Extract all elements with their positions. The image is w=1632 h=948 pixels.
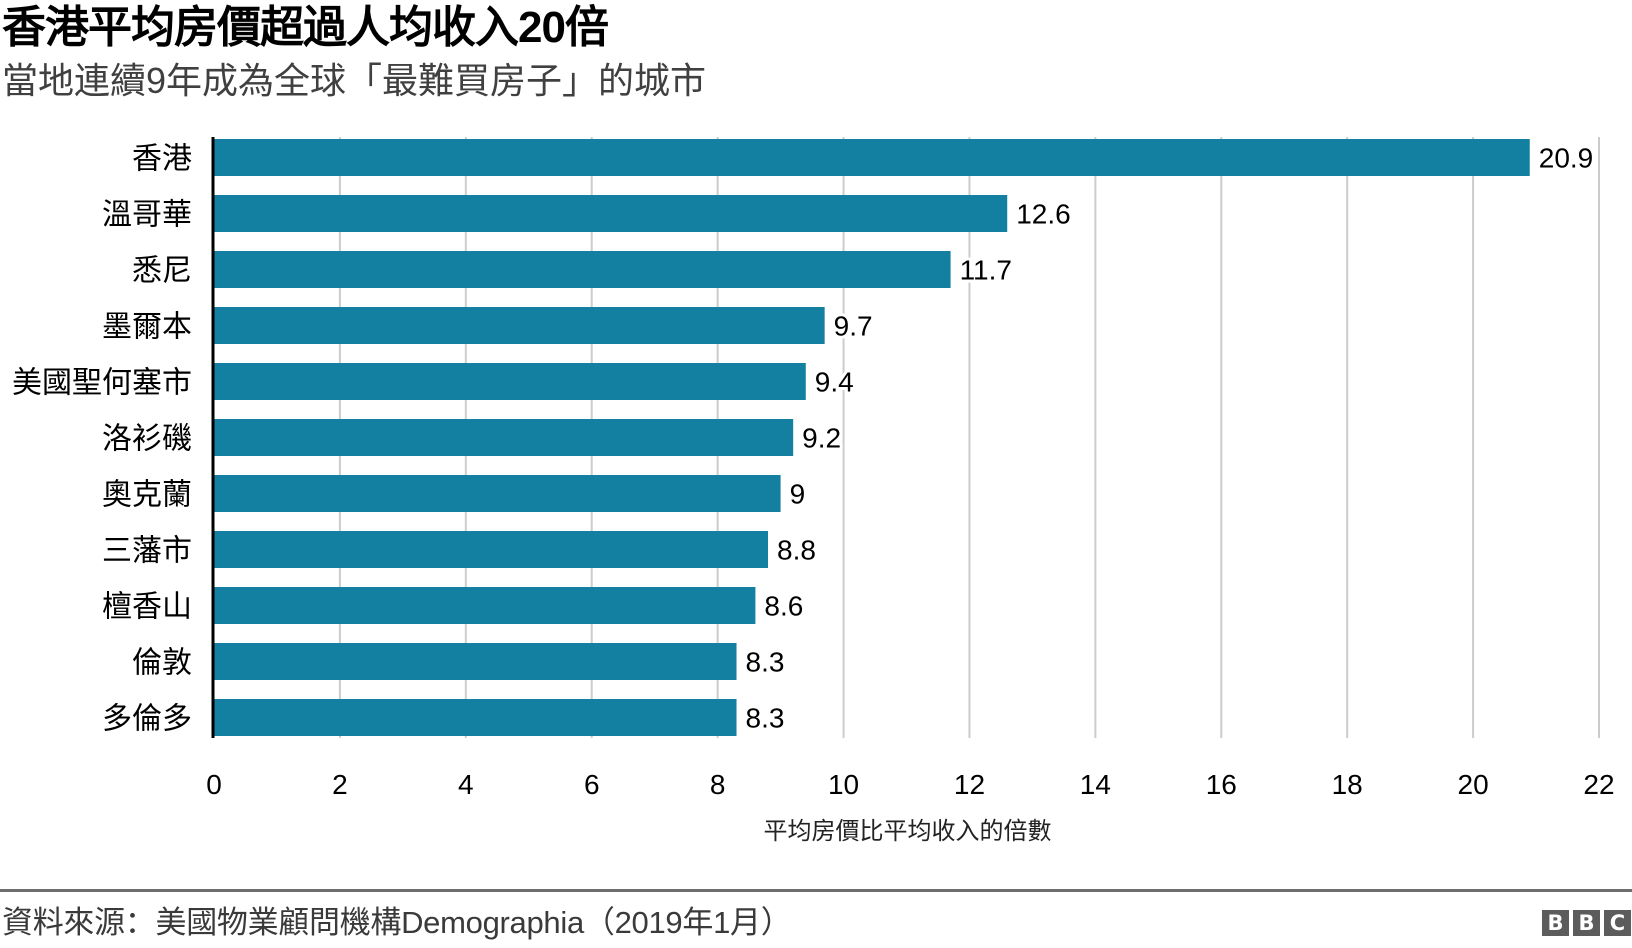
bbc-logo-block: C (1604, 910, 1631, 936)
category-label: 美國聖何塞市 (12, 367, 192, 400)
value-label: 11.7 (960, 255, 1012, 286)
category-label: 墨爾本 (102, 311, 192, 344)
value-label: 9.4 (815, 367, 854, 398)
value-label: 8.6 (764, 591, 803, 622)
x-tick-label: 2 (332, 769, 348, 800)
x-axis-title: 平均房價比平均收入的倍數 (764, 818, 1052, 845)
bbc-logo: B B C (1542, 910, 1631, 936)
category-label: 多倫多 (102, 703, 192, 736)
chart-subtitle: 當地連續9年成為全球「最難買房子」的城市 (2, 60, 707, 101)
category-label: 溫哥華 (102, 199, 192, 232)
value-label: 8.3 (746, 703, 785, 734)
bar (214, 699, 737, 736)
x-tick-label: 0 (206, 769, 222, 800)
bbc-logo-block: B (1573, 910, 1600, 936)
value-labels: 20.9 12.611.7 9.7 9.4 9.2 9 8.8 8.6 8.3 8.3 (743, 140, 1597, 737)
x-tick-label: 4 (458, 769, 474, 800)
x-tick-label: 18 (1332, 769, 1363, 800)
category-label: 悉尼 (132, 255, 192, 288)
bar (214, 419, 794, 456)
bar (214, 363, 806, 400)
x-tick-label: 20 (1458, 769, 1489, 800)
value-label: 9.2 (802, 423, 841, 454)
bars (214, 139, 1530, 736)
x-tick-label: 12 (954, 769, 985, 800)
category-label: 奧克蘭 (102, 479, 192, 512)
x-tick-labels: 0 2 4 6 8 10 12 14 16 18 20 22 (206, 769, 1614, 800)
x-tick-label: 22 (1583, 769, 1614, 800)
category-label: 檀香山 (102, 591, 192, 624)
x-tick-label: 8 (710, 769, 726, 800)
bar (214, 643, 737, 680)
source-note: 資料來源：美國物業顧問機構Demographia（2019年1月） (2, 905, 792, 940)
value-label: 9 (790, 479, 806, 510)
bar (214, 251, 951, 288)
category-label: 三藩市 (102, 535, 192, 568)
value-label: 8.8 (777, 535, 816, 566)
category-label: 香港 (132, 143, 192, 176)
gridlines (338, 137, 1600, 738)
bar (214, 531, 768, 568)
bbc-logo-block: B (1542, 910, 1569, 936)
x-tick-label: 16 (1206, 769, 1237, 800)
bar (214, 587, 756, 624)
x-tick-label: 14 (1080, 769, 1111, 800)
category-label: 洛衫磯 (102, 423, 192, 456)
bar (214, 475, 781, 512)
footer-divider (0, 889, 1632, 892)
chart-title: 香港平均房價超過人均收入20倍 (2, 3, 609, 52)
value-label: 8.3 (746, 647, 785, 678)
value-label: 9.7 (834, 311, 873, 342)
value-label: 12.6 (1016, 199, 1071, 230)
x-tick-label: 10 (828, 769, 859, 800)
bar (214, 195, 1008, 232)
category-label: 倫敦 (132, 647, 192, 680)
bar (214, 139, 1530, 176)
x-tick-label: 6 (584, 769, 600, 800)
value-label: 20.9 (1539, 143, 1594, 174)
bar (214, 307, 825, 344)
